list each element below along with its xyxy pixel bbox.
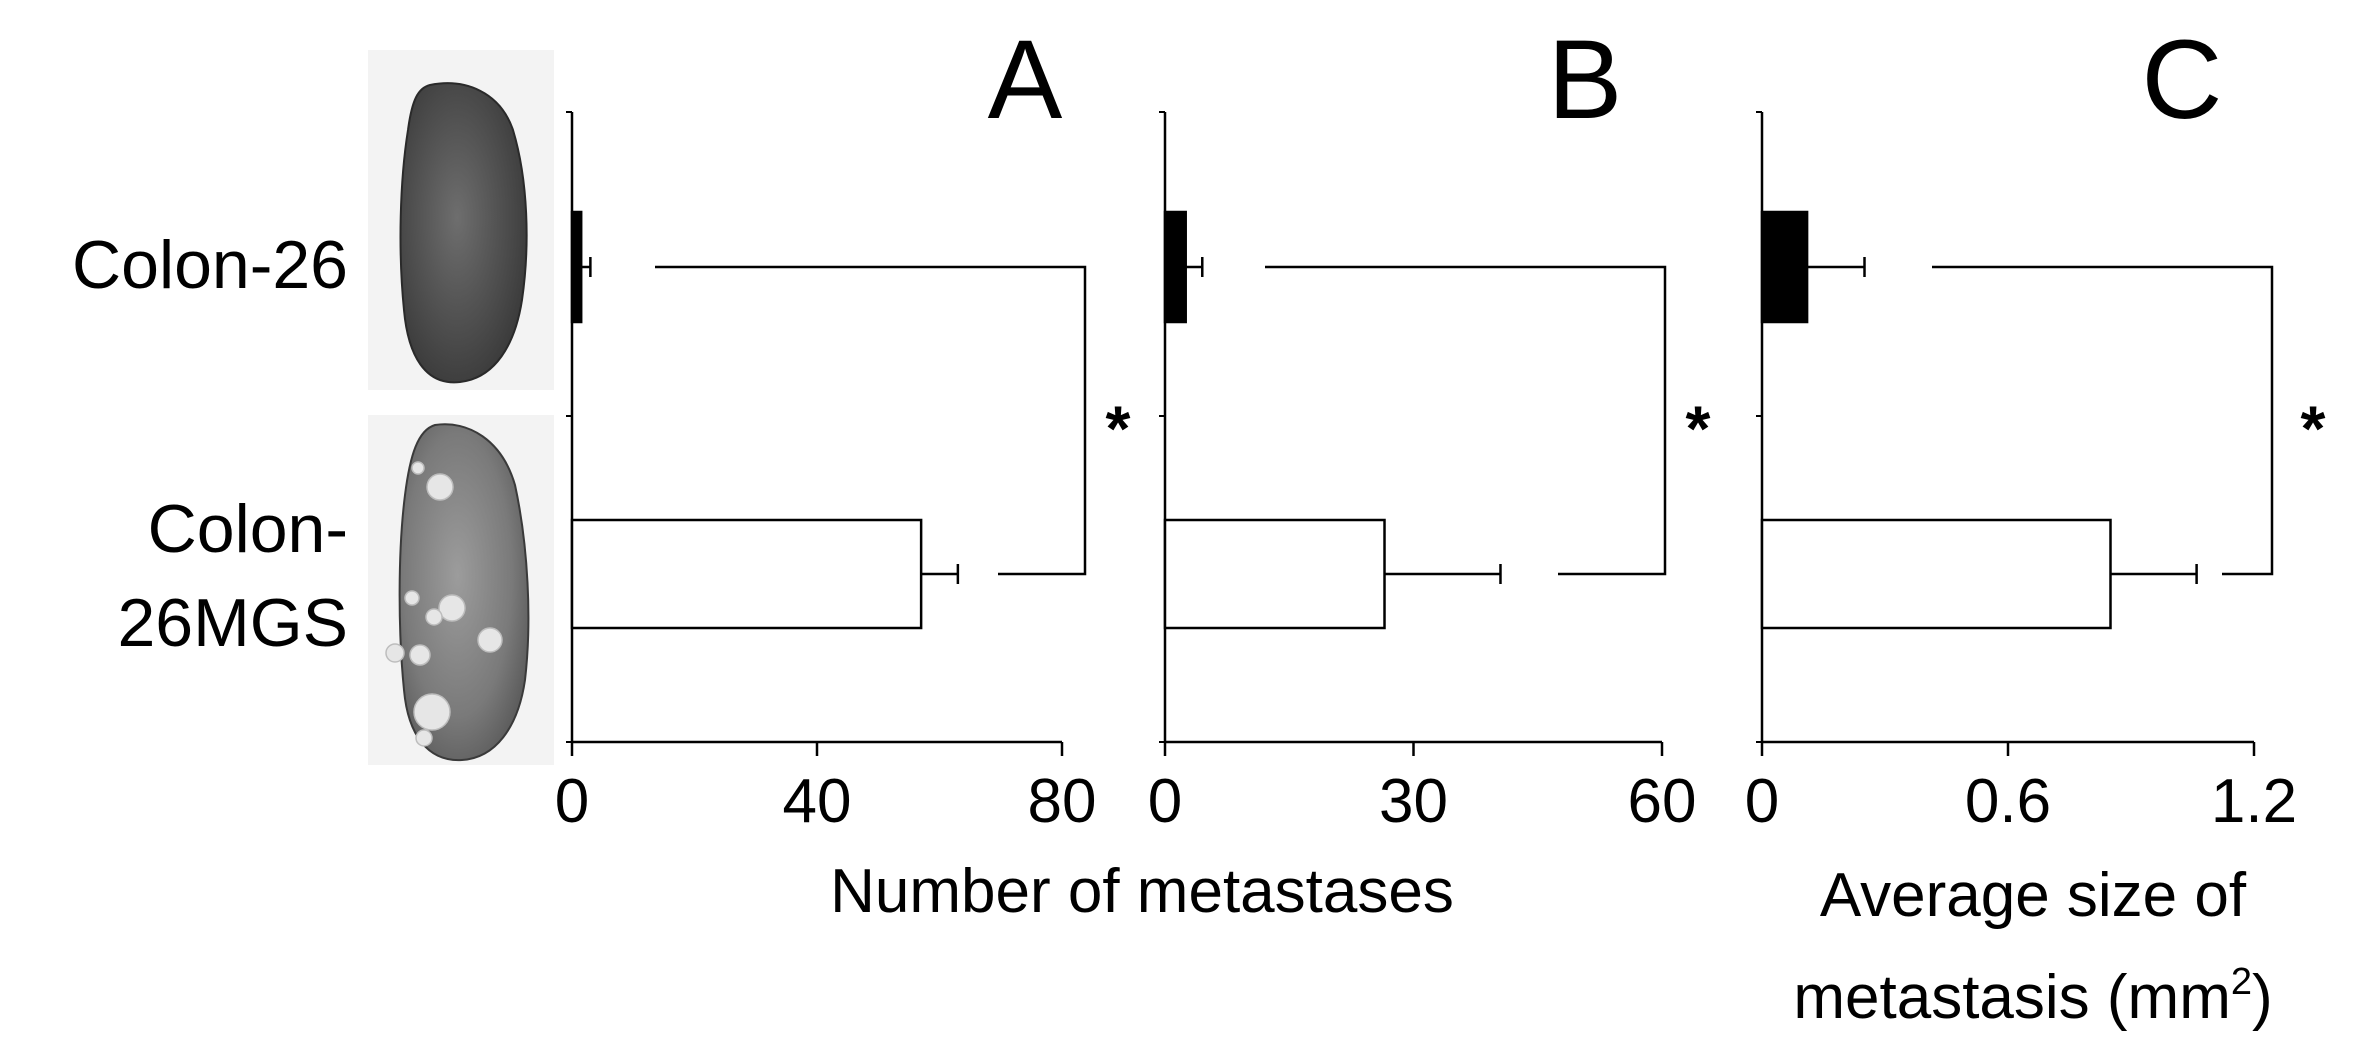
metastatic-nodule	[426, 473, 454, 501]
x-tick-label: 80	[1028, 767, 1097, 836]
bar-colon-26	[570, 210, 583, 324]
x-axis-label-number-of-metastases: Number of metastases	[830, 857, 1454, 926]
axis-label-close-paren: )	[2252, 963, 2273, 1032]
x-tick-label: 0	[1148, 767, 1182, 836]
x-tick-label: 40	[783, 767, 852, 836]
x-tick-label: 60	[1628, 767, 1697, 836]
colon-26mgs-liver-image	[398, 423, 530, 762]
row-label-colon-26: Colon-26	[72, 227, 348, 303]
x-tick-label: 1.2	[2211, 767, 2297, 836]
row-labels: Colon-26 Colon- 26MGS	[72, 227, 348, 661]
metastatic-nodule	[385, 643, 405, 663]
bar-colon-26	[1760, 210, 1809, 324]
metastatic-nodule	[409, 644, 431, 666]
panel-c: C 0 0.6 1.2 *	[1745, 17, 2326, 836]
metastatic-nodule	[438, 594, 466, 622]
significance-star: *	[1686, 393, 1711, 465]
axis-label-text: metastasis (mm	[1793, 963, 2230, 1032]
metastatic-nodule	[411, 461, 425, 475]
x-tick-label: 0	[555, 767, 589, 836]
metastatic-nodules	[385, 461, 503, 747]
x-tick-label: 0.6	[1965, 767, 2051, 836]
axis-label-superscript: 2	[2231, 961, 2252, 1003]
significance-star: *	[1106, 393, 1131, 465]
metastatic-nodule	[425, 608, 443, 626]
metastatic-nodule	[477, 627, 503, 653]
x-tick-label: 30	[1379, 767, 1448, 836]
x-axis-label-average-size-line1: Average size of	[1820, 861, 2247, 930]
significance-bracket	[1932, 265, 2274, 576]
metastatic-nodule	[404, 590, 420, 606]
significance-bracket	[1265, 265, 1667, 576]
bar-colon-26mgs	[1760, 518, 2112, 630]
bar-colon-26	[1163, 210, 1187, 324]
significance-star: *	[2301, 393, 2326, 465]
tissue-images	[368, 50, 554, 765]
panel-a: A 0 40 80 *	[555, 17, 1131, 836]
row-label-colon-26mgs-line1: Colon-	[148, 491, 348, 567]
bar-colon-26mgs	[1163, 518, 1386, 630]
bar-colon-26mgs	[570, 518, 923, 630]
row-label-colon-26mgs-line2: 26MGS	[117, 585, 348, 661]
panel-letter-a: A	[988, 17, 1063, 142]
panel-b: B 0 30 60 *	[1148, 17, 1711, 836]
x-axis-label-average-size-line2: metastasis (mm2)	[1793, 961, 2272, 1032]
significance-bracket	[655, 265, 1087, 576]
metastatic-nodule	[415, 729, 433, 747]
panel-letter-c: C	[2142, 17, 2223, 142]
colon-26-liver-image	[399, 82, 528, 384]
x-tick-label: 0	[1745, 767, 1779, 836]
metastatic-nodule	[413, 693, 451, 731]
panel-letter-b: B	[1548, 17, 1623, 142]
